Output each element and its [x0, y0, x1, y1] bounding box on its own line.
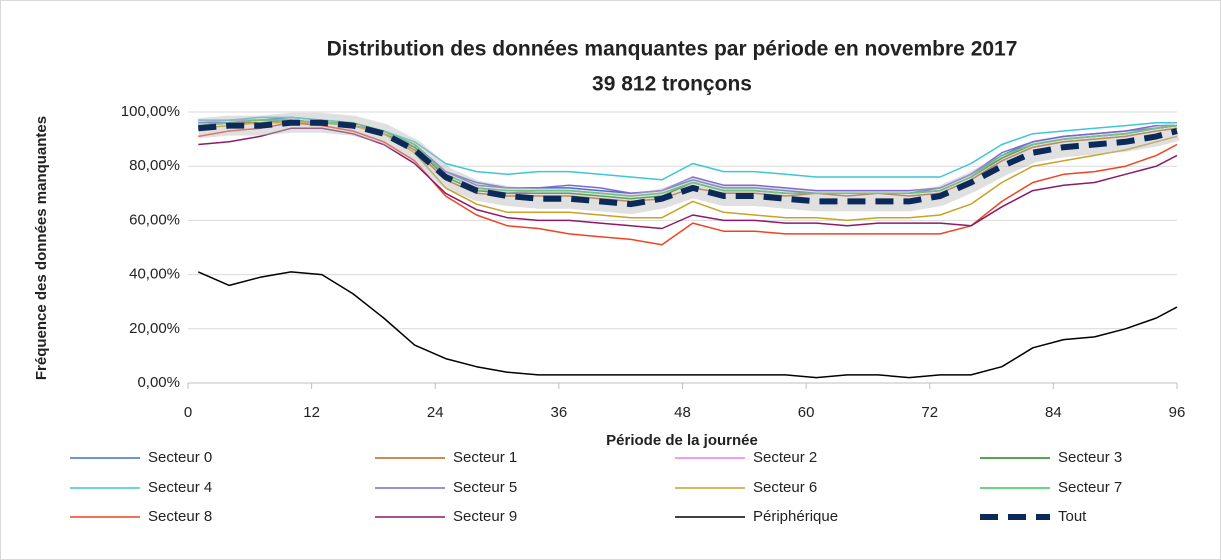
y-tick-label: 80,00% [129, 157, 180, 174]
y-tick-label: 40,00% [129, 266, 180, 283]
chart-title: Distribution des données manquantes par … [327, 38, 1018, 61]
series-line [198, 122, 1178, 222]
y-tick-label: 0,00% [137, 374, 180, 391]
x-tick-label: 24 [427, 404, 444, 421]
legend-label: Secteur 7 [1058, 479, 1122, 496]
y-tick-label: 60,00% [129, 211, 180, 228]
legend-label: Périphérique [753, 508, 838, 525]
x-axis-title: Période de la journée [606, 432, 758, 449]
legend-label: Secteur 0 [148, 449, 212, 466]
legend-label: Secteur 5 [453, 479, 517, 496]
legend-label: Secteur 3 [1058, 449, 1122, 466]
x-tick-label: 84 [1045, 404, 1062, 421]
series-line [198, 119, 1177, 195]
x-tick-label: 96 [1169, 404, 1186, 421]
y-tick-label: 20,00% [129, 320, 180, 337]
series-line [198, 119, 1178, 197]
chart-subtitle: 39 812 tronçons [592, 73, 752, 96]
series-line [198, 119, 1178, 208]
x-tick-label: 12 [303, 404, 320, 421]
series-line [198, 127, 1178, 230]
x-tick-label: 60 [798, 404, 815, 421]
legend-label: Tout [1058, 508, 1087, 525]
legend-label: Secteur 8 [148, 508, 212, 525]
series-line [197, 271, 1178, 379]
series-line [198, 122, 1178, 246]
legend-label: Secteur 2 [753, 449, 817, 466]
y-axis-title: Fréquence des données manquantes [33, 116, 50, 380]
x-tick-label: 48 [674, 404, 691, 421]
y-tick-label: 100,00% [121, 103, 180, 120]
x-tick-label: 36 [551, 404, 568, 421]
legend-label: Secteur 4 [148, 479, 212, 496]
x-tick-label: 0 [184, 404, 192, 421]
legend-label: Secteur 9 [453, 508, 517, 525]
legend-label: Secteur 1 [453, 449, 517, 466]
legend-label: Secteur 6 [753, 479, 817, 496]
x-tick-label: 72 [921, 404, 938, 421]
